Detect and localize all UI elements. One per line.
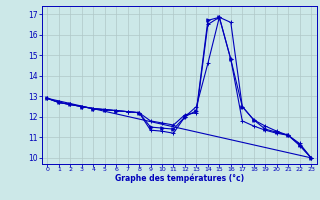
- X-axis label: Graphe des températures (°c): Graphe des températures (°c): [115, 174, 244, 183]
